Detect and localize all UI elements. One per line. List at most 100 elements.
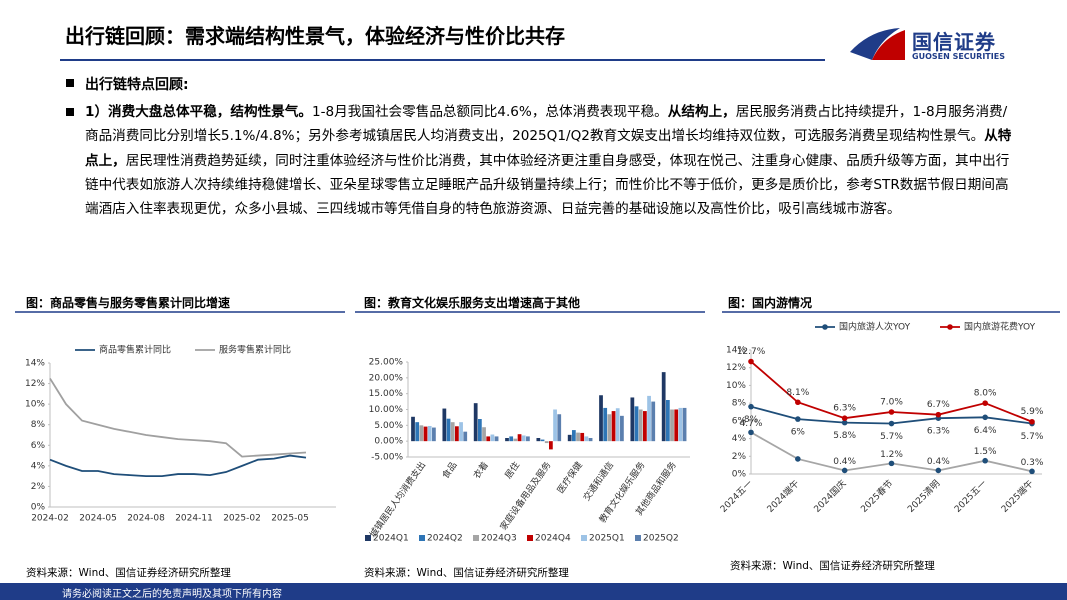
line bbox=[49, 377, 307, 458]
marker bbox=[795, 399, 801, 406]
value-label: 5.7% bbox=[1021, 432, 1044, 442]
legend-label: 2024Q4 bbox=[535, 534, 571, 544]
bar bbox=[540, 439, 545, 442]
bar bbox=[670, 409, 674, 442]
y-tick-label: 0% bbox=[31, 503, 46, 513]
bar bbox=[473, 403, 478, 442]
x-tick-label: 城镇居民人均消费支出 bbox=[367, 459, 428, 540]
y-tick-label: -5.00% bbox=[371, 453, 403, 463]
bar bbox=[603, 407, 608, 442]
marker bbox=[982, 457, 988, 464]
source: 资料来源：Wind、国信证券经济研究所整理 bbox=[26, 567, 231, 579]
legend-label: 商品零售累计同比 bbox=[99, 344, 171, 356]
x-tick-label: 2025-02 bbox=[223, 514, 261, 524]
x-tick-label: 衣着 bbox=[471, 459, 491, 481]
y-tick-label: 0.00% bbox=[374, 437, 403, 447]
marker bbox=[935, 467, 942, 474]
value-label: 6.3% bbox=[833, 404, 856, 414]
chart: 0% 2% 4% 6% 8% 10% 12% 14% 2024-02 2024-05 2024-08… bbox=[25, 344, 336, 524]
marker bbox=[748, 403, 754, 410]
bar bbox=[661, 372, 666, 442]
logo-blue bbox=[850, 28, 900, 60]
legend-label: 服务零售累计同比 bbox=[219, 344, 291, 356]
bar bbox=[442, 408, 447, 442]
marker bbox=[841, 467, 848, 474]
bar bbox=[634, 406, 639, 442]
marker bbox=[748, 429, 754, 436]
y-tick-label: 14% bbox=[726, 346, 746, 356]
text-run: 从特点上， bbox=[85, 128, 1012, 169]
x-tick-label: 2024-05 bbox=[79, 514, 117, 524]
marker bbox=[935, 411, 942, 418]
x-tick-label: 2024-08 bbox=[127, 514, 165, 524]
y-tick-label: 8% bbox=[31, 420, 46, 430]
value-label: 5.8% bbox=[833, 431, 856, 441]
bar bbox=[549, 441, 553, 450]
text-run: 居民服务消费占比持续提升，1-8月服务消费/商品消费同比分别增长5.1%/4.8… bbox=[85, 104, 1008, 145]
marker bbox=[748, 358, 754, 365]
bar bbox=[557, 414, 562, 442]
value-label: 4.7% bbox=[740, 419, 763, 429]
value-label: 5.9% bbox=[1021, 407, 1044, 417]
bar bbox=[651, 401, 656, 442]
marker bbox=[795, 456, 801, 462]
bar bbox=[463, 431, 468, 442]
paragraph: 1）消费大盘总体平稳，结构性景气。1-8月我国社会零售品总额同比4.6%，总体消… bbox=[85, 100, 1015, 221]
x-tick-label: 交通和通信 bbox=[581, 459, 617, 503]
y-tick-label: 15.00% bbox=[369, 389, 404, 399]
value-label: 7.0% bbox=[880, 398, 903, 408]
y-tick-label: 12% bbox=[25, 379, 45, 389]
value-label: 6.4% bbox=[974, 426, 997, 436]
marker bbox=[888, 460, 895, 467]
legend-label: 2025Q2 bbox=[643, 534, 679, 544]
bullet bbox=[66, 79, 74, 87]
y-tick-label: 4% bbox=[732, 434, 747, 444]
bar bbox=[674, 409, 679, 442]
x-tick-label: 2025春节 bbox=[858, 477, 895, 514]
x-tick-label: 食品 bbox=[439, 459, 459, 481]
x-tick-label: 2024端午 bbox=[764, 477, 801, 514]
y-tick-label: 2% bbox=[31, 482, 46, 492]
value-label: 6.7% bbox=[927, 400, 950, 410]
bar bbox=[411, 416, 415, 442]
y-tick-label: 5.00% bbox=[374, 421, 403, 431]
y-tick-label: 10% bbox=[25, 400, 45, 410]
value-label: 8.0% bbox=[974, 389, 997, 399]
value-label: 0.4% bbox=[833, 457, 856, 467]
marker bbox=[982, 414, 988, 421]
bar bbox=[432, 427, 436, 442]
y-tick-label: 6% bbox=[732, 416, 747, 426]
footer-text: 请务必阅读正文之后的免责声明及其项下所有内容 bbox=[62, 589, 282, 600]
legend-swatch bbox=[527, 535, 533, 541]
bar bbox=[450, 422, 455, 442]
bar bbox=[678, 407, 683, 442]
value-label: 12.7% bbox=[737, 347, 766, 357]
bar bbox=[505, 438, 509, 442]
footer-bar bbox=[0, 583, 1067, 600]
y-tick-label: 20.00% bbox=[369, 373, 404, 383]
value-label: 6% bbox=[791, 428, 806, 438]
legend-swatch bbox=[635, 535, 641, 541]
y-tick-label: 6% bbox=[31, 441, 46, 451]
y-tick-label: 10% bbox=[726, 381, 746, 391]
y-tick-label: 2% bbox=[732, 452, 747, 462]
x-tick-label: 2025端午 bbox=[998, 477, 1035, 514]
bar bbox=[427, 425, 432, 442]
line bbox=[49, 454, 307, 478]
legend-swatch bbox=[473, 535, 479, 541]
bullet bbox=[66, 108, 74, 116]
bar bbox=[517, 434, 522, 442]
x-tick-label: 医疗保健 bbox=[554, 459, 584, 495]
x-tick-label: 家庭设备用品及服务 bbox=[497, 459, 553, 532]
bar bbox=[521, 435, 526, 442]
y-tick-label: 8% bbox=[732, 399, 747, 409]
legend-swatch bbox=[581, 535, 587, 541]
bar bbox=[607, 414, 612, 442]
legend-label: 国内旅游人次YOY bbox=[839, 321, 911, 333]
logo-text: 国信证券 bbox=[912, 30, 996, 54]
text-run: 从结构上， bbox=[667, 104, 736, 120]
bar bbox=[446, 418, 451, 442]
header-decor bbox=[60, 28, 905, 61]
source: 资料来源：Wind、国信证券经济研究所整理 bbox=[364, 567, 569, 579]
bar bbox=[647, 395, 651, 442]
